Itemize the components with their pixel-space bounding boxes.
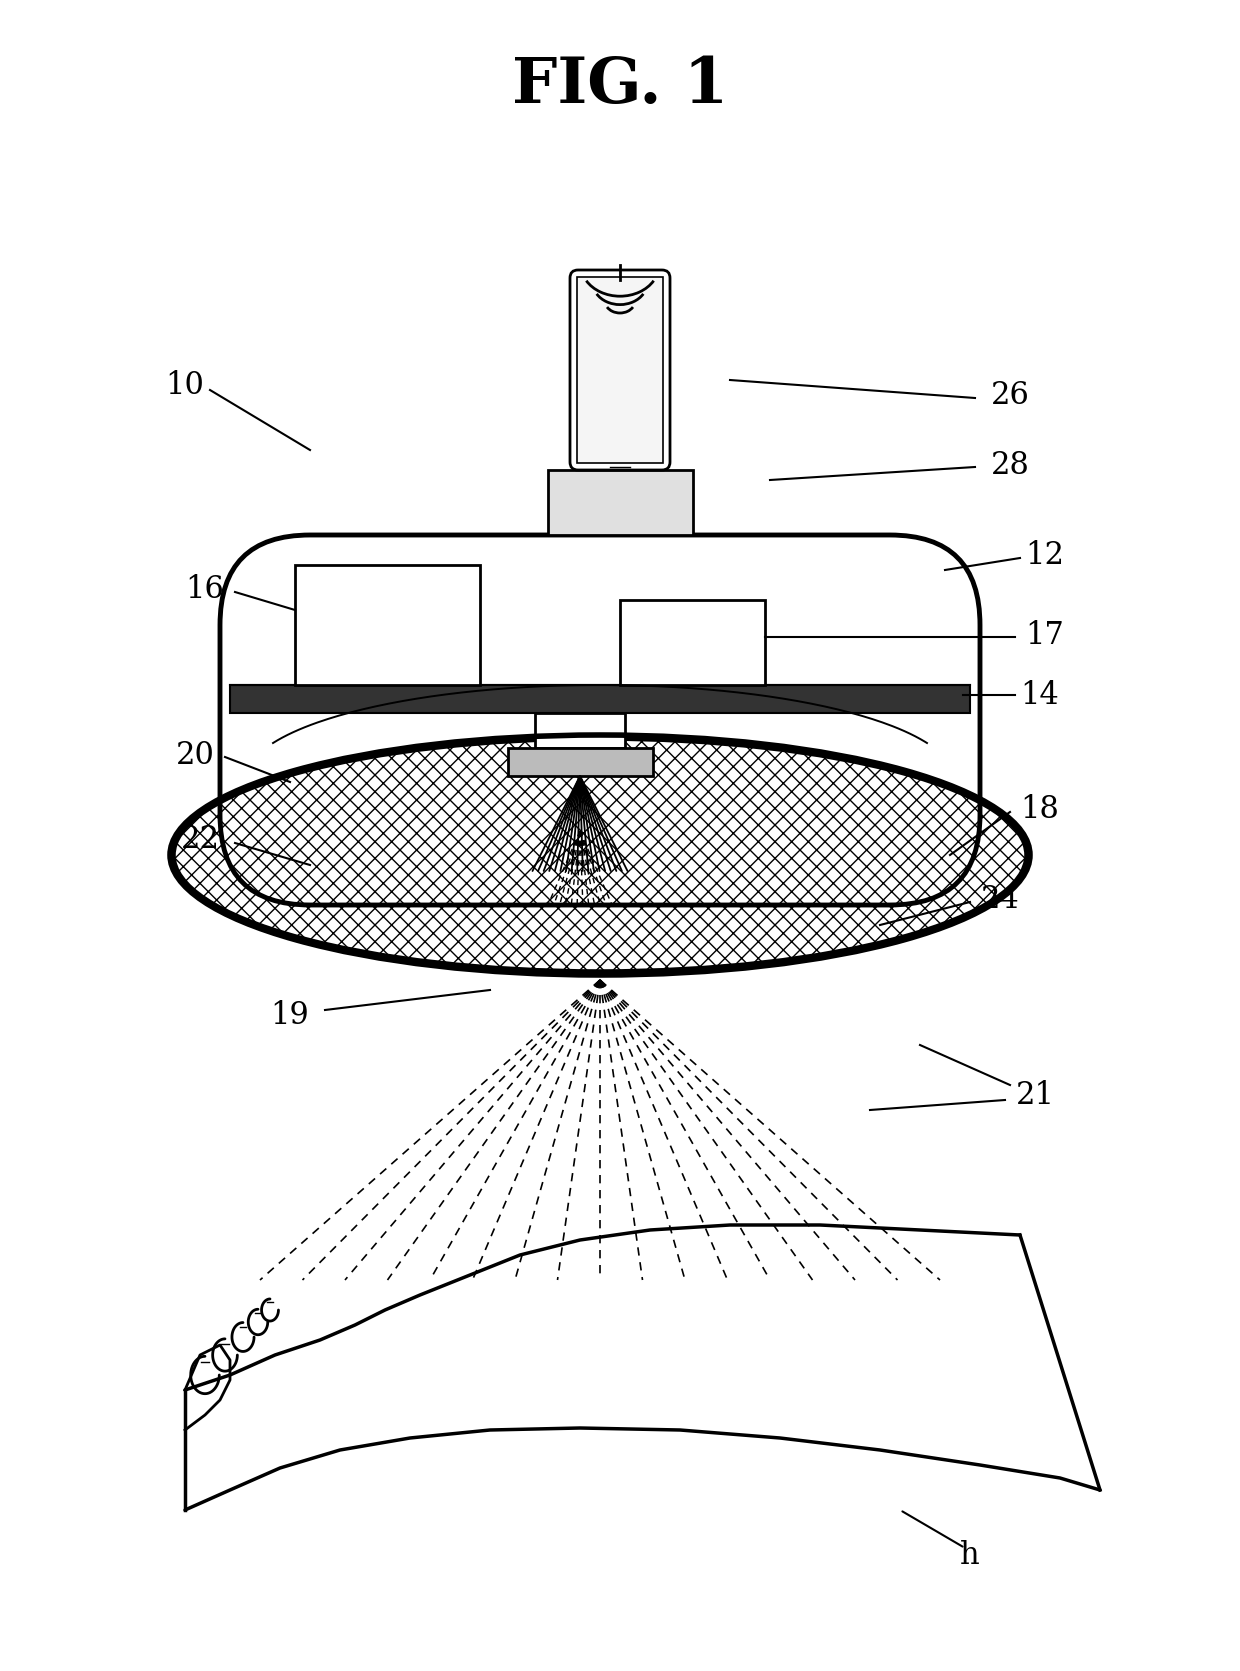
Text: 18: 18 bbox=[1021, 794, 1059, 825]
Text: 19: 19 bbox=[270, 999, 309, 1031]
Text: FIG. 1: FIG. 1 bbox=[512, 55, 728, 115]
Text: 26: 26 bbox=[991, 379, 1029, 411]
Text: 16: 16 bbox=[186, 575, 224, 605]
Text: 14: 14 bbox=[1021, 680, 1059, 710]
Text: 28: 28 bbox=[991, 449, 1029, 481]
FancyBboxPatch shape bbox=[219, 535, 980, 906]
Text: 12: 12 bbox=[1025, 540, 1064, 570]
Bar bbox=[548, 470, 693, 535]
Text: 22: 22 bbox=[181, 824, 219, 856]
FancyBboxPatch shape bbox=[570, 271, 670, 470]
Text: 20: 20 bbox=[176, 740, 215, 770]
Bar bbox=[620, 600, 765, 685]
Bar bbox=[229, 685, 970, 714]
Bar bbox=[577, 277, 663, 463]
Bar bbox=[295, 565, 480, 685]
Text: h: h bbox=[960, 1539, 980, 1571]
Bar bbox=[508, 749, 653, 775]
Bar bbox=[534, 714, 625, 749]
Text: 17: 17 bbox=[1025, 620, 1064, 650]
Text: 21: 21 bbox=[1016, 1079, 1054, 1111]
Text: 10: 10 bbox=[166, 369, 205, 401]
Text: 24: 24 bbox=[981, 884, 1019, 916]
